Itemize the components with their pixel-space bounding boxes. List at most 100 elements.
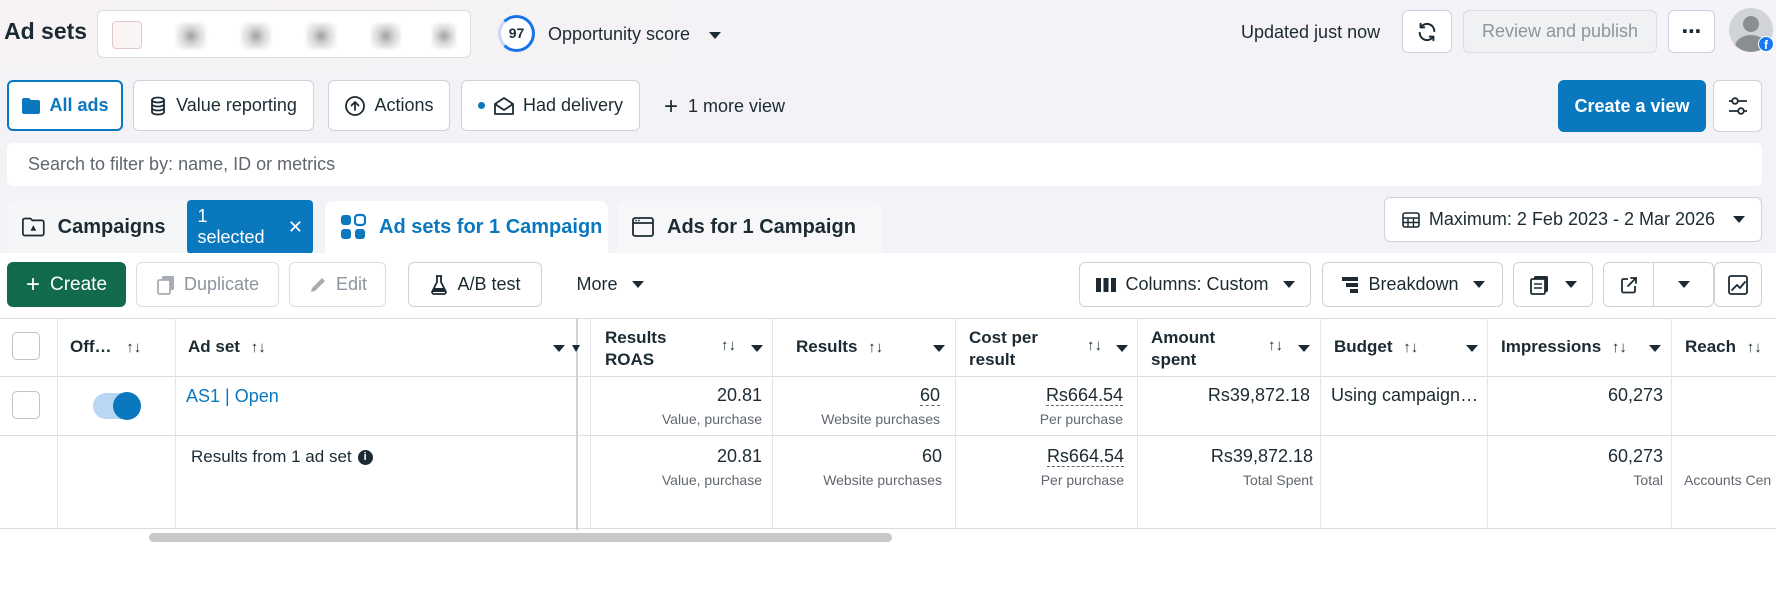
cost-per-result-value[interactable]: Rs664.54 [963,385,1123,406]
breakdown-dropdown[interactable]: Breakdown [1322,262,1503,307]
chevron-down-icon[interactable] [1466,345,1478,352]
duplicate-button[interactable]: Duplicate [136,262,279,307]
column-header-results-roas[interactable]: Results ROAS [605,327,666,371]
select-all-checkbox[interactable] [12,332,40,360]
total-impressions-value: 60,273 [1607,446,1663,466]
edit-button[interactable]: Edit [289,262,386,307]
column-header-off-on[interactable]: Off… ↑↓ [70,337,141,357]
total-amount-subtext: Total Spent [1242,472,1313,488]
chevron-down-icon[interactable] [751,345,763,352]
date-range-picker[interactable]: Maximum: 2 Feb 2023 - 2 Mar 2026 [1384,197,1762,242]
column-header-results[interactable]: Results ↑↓ [796,337,883,357]
breakdown-label: Breakdown [1368,274,1459,294]
sort-icon[interactable]: ↑↓ [1087,337,1102,354]
export-dropdown[interactable] [1603,262,1714,307]
total-cost-value[interactable]: Rs664.54 [963,446,1124,467]
account-thumbnail[interactable] [241,23,271,49]
date-range-label: Maximum: 2 Feb 2023 - 2 Mar 2026 [1428,209,1716,229]
view-actions[interactable]: Actions [328,80,450,131]
tab-campaigns-label: Campaigns [57,215,166,238]
row-checkbox[interactable] [12,391,40,419]
total-amount-value: Rs39,872.18 [1210,446,1313,466]
review-and-publish-button[interactable]: Review and publish [1463,10,1657,53]
opportunity-score-badge[interactable]: 97 [498,15,535,52]
grid-icon [341,213,367,239]
sort-icon[interactable]: ↑↓ [126,339,142,356]
column-header-budget[interactable]: Budget ↑↓ [1334,337,1418,357]
reports-dropdown[interactable] [1513,262,1593,307]
sort-icon[interactable]: ↑↓ [250,339,266,356]
tab-ads[interactable]: Ads for 1 Campaign [617,201,882,253]
column-header-cost-per-result[interactable]: Cost per result [969,327,1038,371]
sort-icon[interactable]: ↑↓ [1403,339,1419,356]
customize-views-button[interactable] [1713,80,1762,132]
view-had-delivery-label: Had delivery [522,95,624,115]
chevron-down-icon[interactable] [1678,281,1690,288]
roas-value: 20.81 [716,385,762,405]
more-actions-dropdown[interactable]: More [560,262,660,307]
chevron-down-icon[interactable] [933,345,945,352]
account-thumbnail[interactable] [306,23,336,49]
coins-icon [151,96,166,115]
tab-campaigns[interactable]: Campaigns 1 selected ✕ [7,200,313,254]
account-thumbnail[interactable] [371,23,401,49]
columns-dropdown[interactable]: Columns: Custom [1079,262,1311,307]
column-header-reach[interactable]: Reach ↑↓ [1685,337,1762,357]
chevron-down-icon[interactable] [1116,345,1128,352]
chevron-down-icon[interactable] [1298,345,1310,352]
sort-icon[interactable]: ↑↓ [1746,339,1762,356]
close-icon[interactable]: ✕ [287,216,303,237]
tab-ad-sets[interactable]: Ad sets for 1 Campaign [325,201,608,253]
refresh-icon [1418,22,1436,41]
results-value-text: 60 [919,385,940,406]
tab-ads-label: Ads for 1 Campaign [667,215,856,238]
ad-set-name-link[interactable]: AS1 | Open [186,386,279,406]
column-header-amount-spent[interactable]: Amount spent [1151,327,1215,371]
envelope-icon [494,96,514,115]
create-button[interactable]: + Create [7,262,126,307]
beaker-icon [431,274,448,295]
sort-icon[interactable]: ↑↓ [721,337,736,354]
view-had-delivery[interactable]: Had delivery [461,80,640,131]
sort-icon[interactable]: ↑↓ [1268,337,1283,354]
results-value[interactable]: 60 [780,385,940,406]
refresh-button[interactable] [1402,10,1452,53]
column-roas-label-line2: ROAS [605,350,655,369]
chevron-down-icon[interactable] [572,345,580,352]
breakdown-icon [1342,276,1359,293]
more-options-button[interactable]: ⋯ [1668,10,1715,53]
view-value-reporting[interactable]: Value reporting [133,80,314,131]
results-subtext: Website purchases [821,411,940,427]
ab-test-label: A/B test [457,274,521,294]
account-switcher[interactable] [97,10,471,58]
ad-set-toggle[interactable] [93,392,141,420]
facebook-icon: f [1758,36,1774,52]
ab-test-button[interactable]: A/B test [408,262,542,307]
selected-badge[interactable]: 1 selected ✕ [187,200,313,254]
arrow-up-circle-icon [345,95,366,116]
view-all-ads[interactable]: All ads [7,80,123,131]
export-button[interactable] [1604,263,1654,306]
opportunity-score-dropdown[interactable]: Opportunity score [548,24,722,45]
charts-button[interactable] [1714,262,1762,307]
sort-icon[interactable]: ↑↓ [1611,339,1627,356]
more-views-button[interactable]: + 1 more view [664,94,786,118]
total-roas-value: 20.81 [716,446,762,466]
duplicate-label: Duplicate [183,274,260,294]
account-logo[interactable] [112,21,142,49]
create-view-button[interactable]: Create a view [1558,80,1706,132]
sort-icon[interactable]: ↑↓ [868,339,884,356]
folder-icon [22,97,41,114]
column-header-ad-set[interactable]: Ad set ↑↓ [188,337,266,357]
search-input[interactable]: Search to filter by: name, ID or metrics [7,143,1762,186]
info-icon[interactable]: i [357,449,373,465]
account-thumbnail[interactable] [176,23,206,49]
selected-count: 1 selected [197,206,265,247]
chevron-down-icon[interactable] [1649,345,1661,352]
horizontal-scrollbar[interactable] [149,533,892,542]
chevron-down-icon[interactable] [553,345,565,352]
account-thumbnail[interactable] [432,23,456,49]
create-button-label: Create [49,273,108,295]
more-views-label: 1 more view [688,96,786,116]
column-header-impressions[interactable]: Impressions ↑↓ [1501,337,1627,357]
